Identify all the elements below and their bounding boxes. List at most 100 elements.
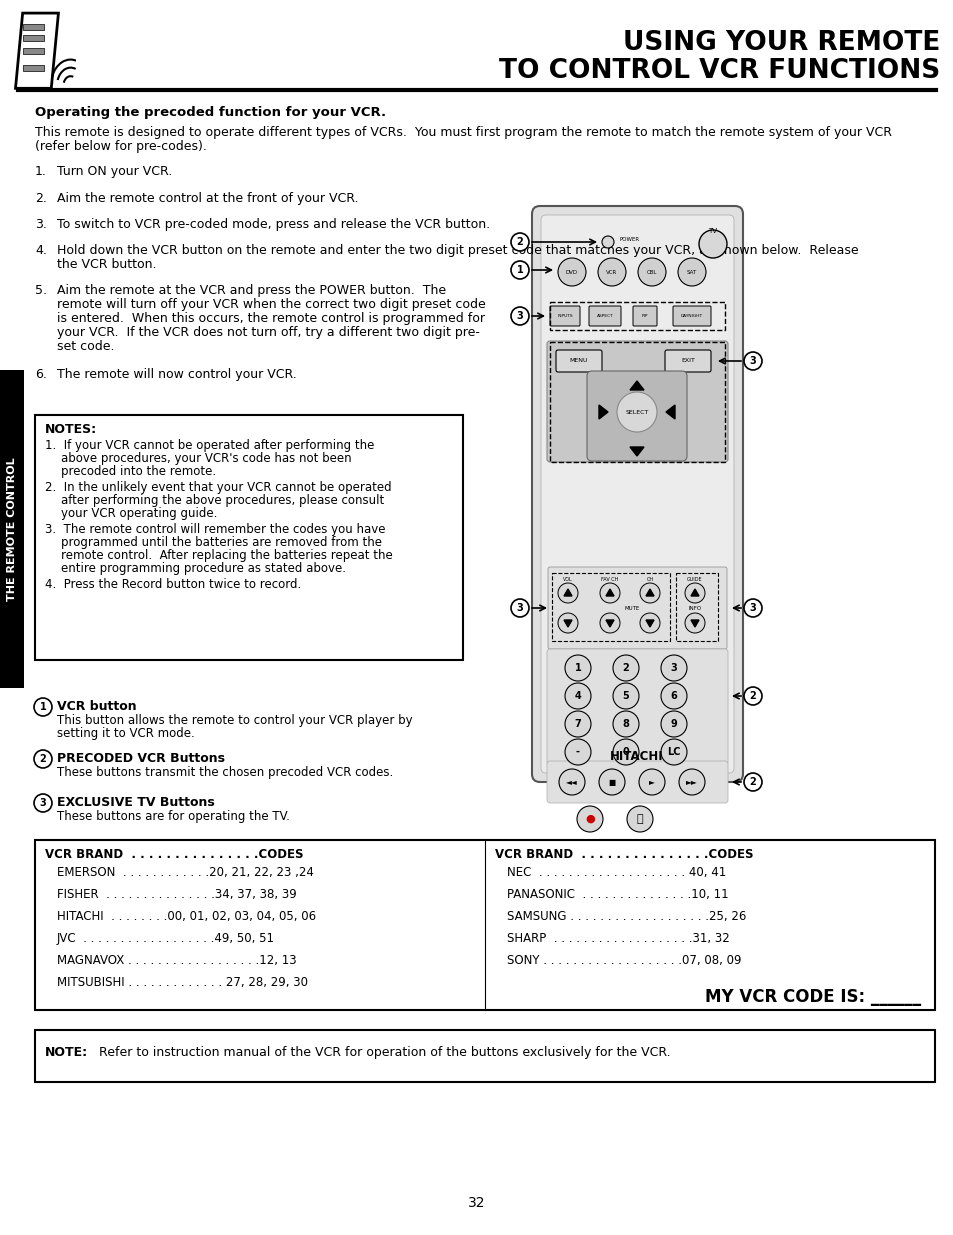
Text: HITACHI  . . . . . . . .00, 01, 02, 03, 04, 05, 06: HITACHI . . . . . . . .00, 01, 02, 03, 0… <box>57 910 315 923</box>
Circle shape <box>639 769 664 795</box>
Text: 4.: 4. <box>35 245 47 257</box>
Circle shape <box>598 258 625 287</box>
Text: 2: 2 <box>517 237 523 247</box>
Text: GUIDE: GUIDE <box>686 577 702 582</box>
Text: 3.: 3. <box>35 219 47 231</box>
Circle shape <box>626 806 652 832</box>
Text: 3: 3 <box>749 356 756 366</box>
Polygon shape <box>645 589 654 597</box>
Text: FAV CH: FAV CH <box>600 577 618 582</box>
Text: -: - <box>576 747 579 757</box>
Text: remote will turn off your VCR when the correct two digit preset code: remote will turn off your VCR when the c… <box>57 298 485 311</box>
Circle shape <box>743 687 761 705</box>
Polygon shape <box>563 589 572 597</box>
Circle shape <box>617 391 657 432</box>
Circle shape <box>660 739 686 764</box>
Circle shape <box>684 583 704 603</box>
Bar <box>23 65 44 72</box>
Text: 1: 1 <box>574 663 580 673</box>
FancyBboxPatch shape <box>550 306 579 326</box>
Text: To switch to VCR pre-coded mode, press and release the VCR button.: To switch to VCR pre-coded mode, press a… <box>57 219 490 231</box>
Text: Aim the remote control at the front of your VCR.: Aim the remote control at the front of y… <box>57 191 358 205</box>
Text: EMERSON  . . . . . . . . . . . .20, 21, 22, 23 ,24: EMERSON . . . . . . . . . . . .20, 21, 2… <box>57 866 314 879</box>
Text: 2: 2 <box>749 692 756 701</box>
FancyBboxPatch shape <box>546 341 727 462</box>
Text: 1.: 1. <box>35 165 47 178</box>
Circle shape <box>564 739 590 764</box>
Circle shape <box>678 258 705 287</box>
Circle shape <box>599 583 619 603</box>
Text: THE REMOTE CONTROL: THE REMOTE CONTROL <box>7 457 17 600</box>
Text: 2.  In the unlikely event that your VCR cannot be operated: 2. In the unlikely event that your VCR c… <box>45 480 392 494</box>
Text: 6: 6 <box>670 692 677 701</box>
Text: DAYNIGHT: DAYNIGHT <box>680 314 702 317</box>
Text: NOTE:: NOTE: <box>45 1046 88 1058</box>
Text: ►►: ►► <box>685 778 698 787</box>
Text: 6.: 6. <box>35 368 47 382</box>
Text: 2: 2 <box>749 777 756 787</box>
Text: INPUTS: INPUTS <box>557 314 572 317</box>
Text: 1: 1 <box>517 266 523 275</box>
Circle shape <box>577 806 602 832</box>
Text: This button allows the remote to control your VCR player by: This button allows the remote to control… <box>57 714 413 727</box>
Text: is entered.  When this occurs, the remote control is programmed for: is entered. When this occurs, the remote… <box>57 312 484 325</box>
Text: the VCR button.: the VCR button. <box>57 258 156 270</box>
Text: 7: 7 <box>574 719 580 729</box>
Text: INFO: INFO <box>688 605 700 610</box>
Circle shape <box>599 613 619 634</box>
Bar <box>550 303 724 330</box>
Text: 1: 1 <box>40 701 47 713</box>
Text: programmed until the batteries are removed from the: programmed until the batteries are remov… <box>61 536 381 550</box>
Polygon shape <box>563 620 572 627</box>
Text: 2: 2 <box>40 755 47 764</box>
Text: FISHER  . . . . . . . . . . . . . . .34, 37, 38, 39: FISHER . . . . . . . . . . . . . . .34, … <box>57 888 296 902</box>
Bar <box>552 573 669 641</box>
Text: Hold down the VCR button on the remote and enter the two digit preset code that : Hold down the VCR button on the remote a… <box>57 245 858 257</box>
Text: The remote will now control your VCR.: The remote will now control your VCR. <box>57 368 296 382</box>
Polygon shape <box>605 620 614 627</box>
Circle shape <box>743 599 761 618</box>
Text: 4: 4 <box>574 692 580 701</box>
FancyBboxPatch shape <box>664 350 710 372</box>
Text: EXCLUSIVE TV Buttons: EXCLUSIVE TV Buttons <box>57 797 214 809</box>
Circle shape <box>613 711 639 737</box>
Bar <box>676 573 718 641</box>
Text: 3.  The remote control will remember the codes you have: 3. The remote control will remember the … <box>45 522 385 536</box>
Bar <box>35 415 462 659</box>
Polygon shape <box>690 620 699 627</box>
Text: ●: ● <box>584 814 595 824</box>
Text: MAGNAVOX . . . . . . . . . . . . . . . . . .12, 13: MAGNAVOX . . . . . . . . . . . . . . . .… <box>57 953 296 967</box>
Bar <box>35 1030 934 1082</box>
FancyBboxPatch shape <box>546 650 727 764</box>
Circle shape <box>660 655 686 680</box>
Text: 1.  If your VCR cannot be operated after performing the: 1. If your VCR cannot be operated after … <box>45 438 374 452</box>
Circle shape <box>601 236 614 248</box>
Circle shape <box>511 261 529 279</box>
Text: 3: 3 <box>40 798 47 808</box>
Text: MITSUBISHI . . . . . . . . . . . . . 27, 28, 29, 30: MITSUBISHI . . . . . . . . . . . . . 27,… <box>57 976 308 989</box>
Bar <box>23 48 44 54</box>
Circle shape <box>511 599 529 618</box>
Text: USING YOUR REMOTE: USING YOUR REMOTE <box>622 30 939 56</box>
FancyBboxPatch shape <box>532 206 742 782</box>
Circle shape <box>34 794 52 811</box>
FancyBboxPatch shape <box>672 306 710 326</box>
Text: 3: 3 <box>749 603 756 613</box>
Circle shape <box>34 698 52 716</box>
Circle shape <box>558 258 585 287</box>
Circle shape <box>699 230 726 258</box>
Text: precoded into the remote.: precoded into the remote. <box>61 466 216 478</box>
Circle shape <box>34 750 52 768</box>
Text: 5.: 5. <box>35 284 47 296</box>
Text: POWER: POWER <box>619 237 639 242</box>
Circle shape <box>598 769 624 795</box>
Text: PRECODED VCR Buttons: PRECODED VCR Buttons <box>57 752 225 764</box>
Text: TO CONTROL VCR FUNCTIONS: TO CONTROL VCR FUNCTIONS <box>498 58 939 84</box>
Text: remote control.  After replacing the batteries repeat the: remote control. After replacing the batt… <box>61 550 393 562</box>
Text: 2.: 2. <box>35 191 47 205</box>
Bar <box>35 840 934 1010</box>
Circle shape <box>558 769 584 795</box>
Text: SHARP  . . . . . . . . . . . . . . . . . . .31, 32: SHARP . . . . . . . . . . . . . . . . . … <box>506 932 729 945</box>
Circle shape <box>511 233 529 251</box>
FancyBboxPatch shape <box>588 306 620 326</box>
